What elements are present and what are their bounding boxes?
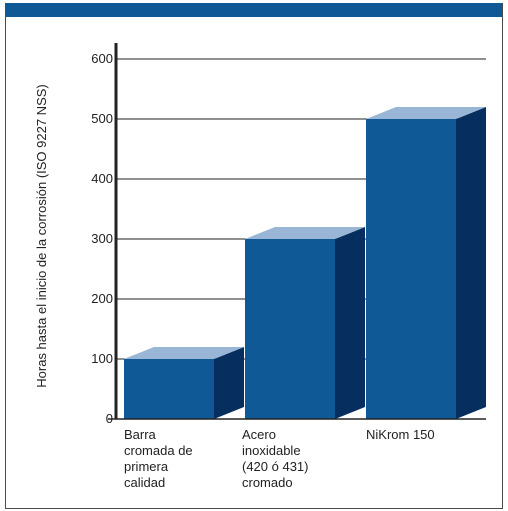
y-tick-label: 100	[91, 351, 113, 366]
x-category-label: Acero inoxidable (420 ó 431) cromado	[242, 427, 309, 490]
header-bar	[6, 3, 502, 17]
bar-side	[335, 227, 365, 419]
bar-top	[366, 107, 486, 119]
bar-side	[456, 107, 486, 419]
bar-top	[124, 347, 244, 359]
y-tick-label: 500	[91, 111, 113, 126]
y-tick-label: 300	[91, 231, 113, 246]
bar-chart: 0 100 200 300 400 500 600 Barra cromada de primer…	[34, 43, 486, 490]
chart-frame: 0 100 200 300 400 500 600 Barra cromada de primer…	[5, 3, 503, 509]
bar	[366, 119, 456, 419]
bar	[245, 239, 335, 419]
bar-side	[214, 347, 244, 419]
bar	[124, 359, 214, 419]
bar-top	[245, 227, 365, 239]
labels: 0 100 200 300 400 500 600 Barra cromada de primer…	[34, 51, 435, 490]
x-category-label: NiKrom 150	[366, 427, 435, 442]
axes	[108, 43, 486, 420]
y-axis-title: Horas hasta el inicio de la corrosión (I…	[34, 84, 49, 387]
x-category-label: Barra cromada de primera calidad	[124, 427, 193, 490]
y-tick-label: 200	[91, 291, 113, 306]
bars	[124, 107, 486, 419]
y-tick-label: 0	[106, 411, 113, 426]
y-tick-label: 600	[91, 51, 113, 66]
y-tick-label: 400	[91, 171, 113, 186]
